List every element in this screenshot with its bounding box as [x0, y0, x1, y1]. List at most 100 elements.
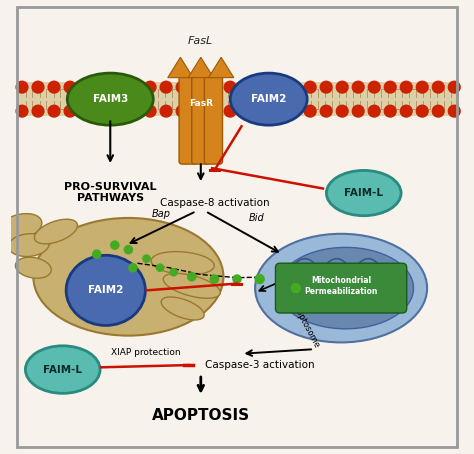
- Circle shape: [337, 81, 348, 93]
- Text: Bap: Bap: [152, 209, 171, 219]
- Circle shape: [32, 105, 44, 117]
- Circle shape: [278, 272, 287, 281]
- Ellipse shape: [33, 218, 223, 336]
- Ellipse shape: [278, 247, 413, 329]
- FancyBboxPatch shape: [275, 263, 407, 313]
- Circle shape: [292, 284, 301, 293]
- Text: Caspase-8 activation: Caspase-8 activation: [160, 197, 269, 207]
- Circle shape: [384, 81, 396, 93]
- Bar: [18, 82, 456, 116]
- Circle shape: [129, 264, 137, 272]
- Ellipse shape: [151, 252, 214, 275]
- Circle shape: [255, 275, 264, 284]
- Circle shape: [208, 81, 220, 93]
- Ellipse shape: [327, 170, 401, 216]
- Ellipse shape: [66, 255, 146, 326]
- Circle shape: [92, 250, 101, 258]
- Ellipse shape: [163, 273, 220, 298]
- Circle shape: [401, 105, 412, 117]
- Circle shape: [156, 264, 164, 271]
- Circle shape: [188, 273, 196, 281]
- Ellipse shape: [35, 219, 78, 244]
- Circle shape: [224, 105, 236, 117]
- Circle shape: [384, 105, 396, 117]
- Ellipse shape: [9, 234, 49, 257]
- Circle shape: [272, 81, 284, 93]
- Text: Calcium
efflux: Calcium efflux: [280, 293, 317, 312]
- Circle shape: [96, 105, 108, 117]
- Circle shape: [304, 105, 316, 117]
- Circle shape: [256, 105, 268, 117]
- Circle shape: [192, 81, 204, 93]
- Circle shape: [368, 81, 380, 93]
- Circle shape: [448, 81, 460, 93]
- Circle shape: [143, 255, 150, 262]
- Circle shape: [16, 81, 28, 93]
- Circle shape: [80, 81, 92, 93]
- Circle shape: [224, 81, 236, 93]
- Circle shape: [48, 105, 60, 117]
- Circle shape: [352, 105, 364, 117]
- Circle shape: [272, 105, 284, 117]
- Text: XIAP protection: XIAP protection: [110, 348, 180, 357]
- Circle shape: [208, 105, 220, 117]
- Circle shape: [128, 81, 140, 93]
- Circle shape: [80, 105, 92, 117]
- Circle shape: [288, 105, 300, 117]
- Text: FasL: FasL: [188, 36, 213, 46]
- Ellipse shape: [0, 214, 42, 240]
- Circle shape: [352, 81, 364, 93]
- Circle shape: [176, 105, 188, 117]
- Text: FAIM2: FAIM2: [251, 94, 286, 104]
- Circle shape: [16, 105, 28, 117]
- Circle shape: [64, 81, 76, 93]
- Text: Caspase-3 activation: Caspase-3 activation: [205, 360, 314, 370]
- Text: FAIM-L: FAIM-L: [43, 365, 82, 375]
- Text: PRO-SURVIVAL
PATHWAYS: PRO-SURVIVAL PATHWAYS: [64, 182, 156, 203]
- FancyBboxPatch shape: [204, 75, 222, 164]
- FancyBboxPatch shape: [179, 75, 197, 164]
- Text: FAIM-L: FAIM-L: [344, 188, 383, 198]
- Text: Bid: Bid: [248, 213, 264, 223]
- Circle shape: [160, 81, 172, 93]
- Circle shape: [124, 246, 132, 254]
- Circle shape: [448, 105, 460, 117]
- Circle shape: [337, 105, 348, 117]
- Circle shape: [96, 81, 108, 93]
- Circle shape: [240, 105, 252, 117]
- Circle shape: [432, 105, 444, 117]
- Circle shape: [401, 81, 412, 93]
- Circle shape: [256, 81, 268, 93]
- Ellipse shape: [255, 234, 427, 342]
- Circle shape: [176, 81, 188, 93]
- Polygon shape: [209, 57, 234, 78]
- Text: FAIM3: FAIM3: [92, 94, 128, 104]
- Ellipse shape: [230, 73, 307, 125]
- Circle shape: [192, 105, 204, 117]
- Circle shape: [170, 269, 177, 276]
- Circle shape: [368, 105, 380, 117]
- Circle shape: [112, 81, 124, 93]
- Circle shape: [32, 81, 44, 93]
- Circle shape: [288, 81, 300, 93]
- Circle shape: [64, 105, 76, 117]
- Circle shape: [48, 81, 60, 93]
- Circle shape: [240, 81, 252, 93]
- FancyBboxPatch shape: [192, 75, 210, 164]
- Circle shape: [112, 105, 124, 117]
- Ellipse shape: [161, 297, 204, 320]
- Circle shape: [144, 81, 156, 93]
- Circle shape: [432, 81, 444, 93]
- Circle shape: [210, 275, 219, 283]
- Ellipse shape: [16, 257, 51, 278]
- Text: Mitochondrial
Permeabilization: Mitochondrial Permeabilization: [304, 276, 378, 296]
- Ellipse shape: [67, 73, 153, 125]
- Circle shape: [320, 105, 332, 117]
- Circle shape: [128, 105, 140, 117]
- Polygon shape: [188, 57, 213, 78]
- Circle shape: [233, 275, 241, 283]
- Circle shape: [416, 81, 428, 93]
- Circle shape: [320, 81, 332, 93]
- Text: FasR: FasR: [189, 99, 213, 108]
- Circle shape: [160, 105, 172, 117]
